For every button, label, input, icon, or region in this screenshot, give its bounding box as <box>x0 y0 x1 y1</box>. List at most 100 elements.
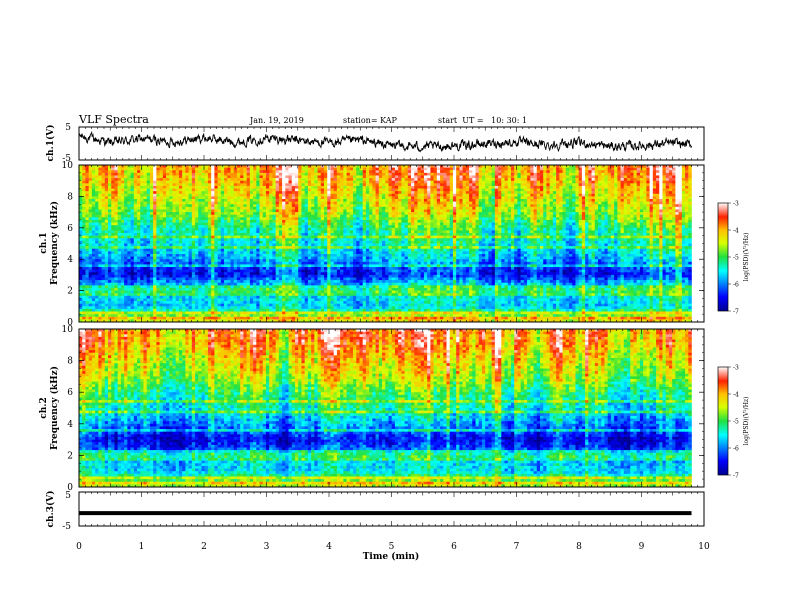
spectrogram-cell <box>669 175 673 178</box>
spectrogram-cell <box>582 212 586 215</box>
spectrogram-cell <box>537 173 541 176</box>
spectrogram-cell <box>356 209 360 212</box>
spectrogram-cell <box>666 204 670 207</box>
spectrogram-cell <box>314 204 318 207</box>
spectrogram-cell <box>266 186 270 189</box>
spectrogram-cell <box>237 191 241 194</box>
spectrogram-cell <box>279 225 283 228</box>
spectrogram-cell <box>292 223 296 226</box>
spectrogram-cell <box>459 191 463 194</box>
spectrogram-cell <box>95 199 99 202</box>
spectrogram-cell <box>469 220 473 223</box>
spectrogram-cell <box>343 181 347 184</box>
spectrogram-cell <box>253 186 257 189</box>
spectrogram-cell <box>688 228 692 231</box>
spectrogram-cell <box>308 223 312 226</box>
spectrogram-cell <box>479 196 483 199</box>
spectrogram-cell <box>604 223 608 226</box>
spectrogram-cell <box>227 191 231 194</box>
spectrogram-cell <box>337 196 341 199</box>
spectrogram-cell <box>624 186 628 189</box>
spectrogram-cell <box>463 220 467 223</box>
spectrogram-cell <box>185 178 189 181</box>
spectrogram-cell <box>553 168 557 171</box>
spectrogram-cell <box>679 173 683 176</box>
spectrogram-cell <box>546 181 550 184</box>
spectrogram-cell <box>469 212 473 215</box>
spectrogram-cell <box>295 186 299 189</box>
spectrogram-cell <box>443 191 447 194</box>
spectrogram-cell <box>553 209 557 212</box>
spectrogram-cell <box>147 223 151 226</box>
spectrogram-cell <box>630 196 634 199</box>
spectrogram-cell <box>111 191 115 194</box>
spectrogram-cell <box>633 191 637 194</box>
spectrogram-cell <box>646 178 650 181</box>
spectrogram-cell <box>327 181 331 184</box>
spectrogram-cell <box>614 202 618 205</box>
spectrogram-cell <box>553 196 557 199</box>
spectrogram-cell <box>269 215 273 218</box>
spectrogram-cell <box>579 186 583 189</box>
spectrogram-cell <box>95 178 99 181</box>
spectrogram-cell <box>282 202 286 205</box>
spectrogram-cell <box>121 196 125 199</box>
spectrogram-cell <box>301 220 305 223</box>
spectrogram-cell <box>250 178 254 181</box>
spectrogram-cell <box>343 209 347 212</box>
spectrogram-cell <box>569 181 573 184</box>
spectrogram-cell <box>189 183 193 186</box>
spectrogram-cell <box>185 175 189 178</box>
spectrogram-cell <box>124 220 128 223</box>
spectrogram-cell <box>488 196 492 199</box>
spectrogram-cell <box>537 194 541 197</box>
spectrogram-cell <box>224 175 228 178</box>
spectrogram-cell <box>347 181 351 184</box>
spectrogram-cell <box>485 168 489 171</box>
spectrogram-cell <box>372 178 376 181</box>
spectrogram-cell <box>646 220 650 223</box>
spectrogram-cell <box>537 223 541 226</box>
spectrogram-cell <box>98 173 102 176</box>
spectrogram-cell <box>508 191 512 194</box>
spectrogram-cell <box>588 196 592 199</box>
spectrogram-cell <box>482 191 486 194</box>
spectrogram-cell <box>659 196 663 199</box>
spectrogram-cell <box>569 217 573 220</box>
spectrogram-cell <box>498 209 502 212</box>
spectrogram-cell <box>111 186 115 189</box>
spectrogram-cell <box>453 191 457 194</box>
spectrogram-cell <box>569 191 573 194</box>
spectrogram-cell <box>176 194 180 197</box>
spectrogram-cell <box>282 178 286 181</box>
spectrogram-cell <box>231 209 235 212</box>
spectrogram-cell <box>308 168 312 171</box>
spectrogram-cell <box>646 173 650 176</box>
spectrogram-cell <box>546 168 550 171</box>
spectrogram-cell <box>556 186 560 189</box>
spectrogram-cell <box>131 196 135 199</box>
spectrogram-cell <box>534 189 538 192</box>
spectrogram-cell <box>476 223 480 226</box>
spectrogram-cell <box>585 225 589 228</box>
spectrogram-cell <box>521 207 525 210</box>
spectrogram-cell <box>650 202 654 205</box>
spectrogram-cell <box>672 209 676 212</box>
spectrogram-cell <box>272 212 276 215</box>
spectrogram-cell <box>553 189 557 192</box>
spectrogram-cell <box>563 183 567 186</box>
spectrogram-cell <box>450 199 454 202</box>
spectrogram-cell <box>424 170 428 173</box>
spectrogram-cell <box>98 220 102 223</box>
spectrogram-cell <box>601 228 605 231</box>
spectrogram-cell <box>656 204 660 207</box>
spectrogram-cell <box>453 173 457 176</box>
spectrogram-cell <box>659 189 663 192</box>
spectrogram-cell <box>621 199 625 202</box>
spectrogram-cell <box>550 220 554 223</box>
spectrogram-cell <box>540 181 544 184</box>
spectrogram-cell <box>398 217 402 220</box>
spectrogram-cell <box>118 170 122 173</box>
spectrogram-cell <box>388 225 392 228</box>
spectrogram-cell <box>143 212 147 215</box>
